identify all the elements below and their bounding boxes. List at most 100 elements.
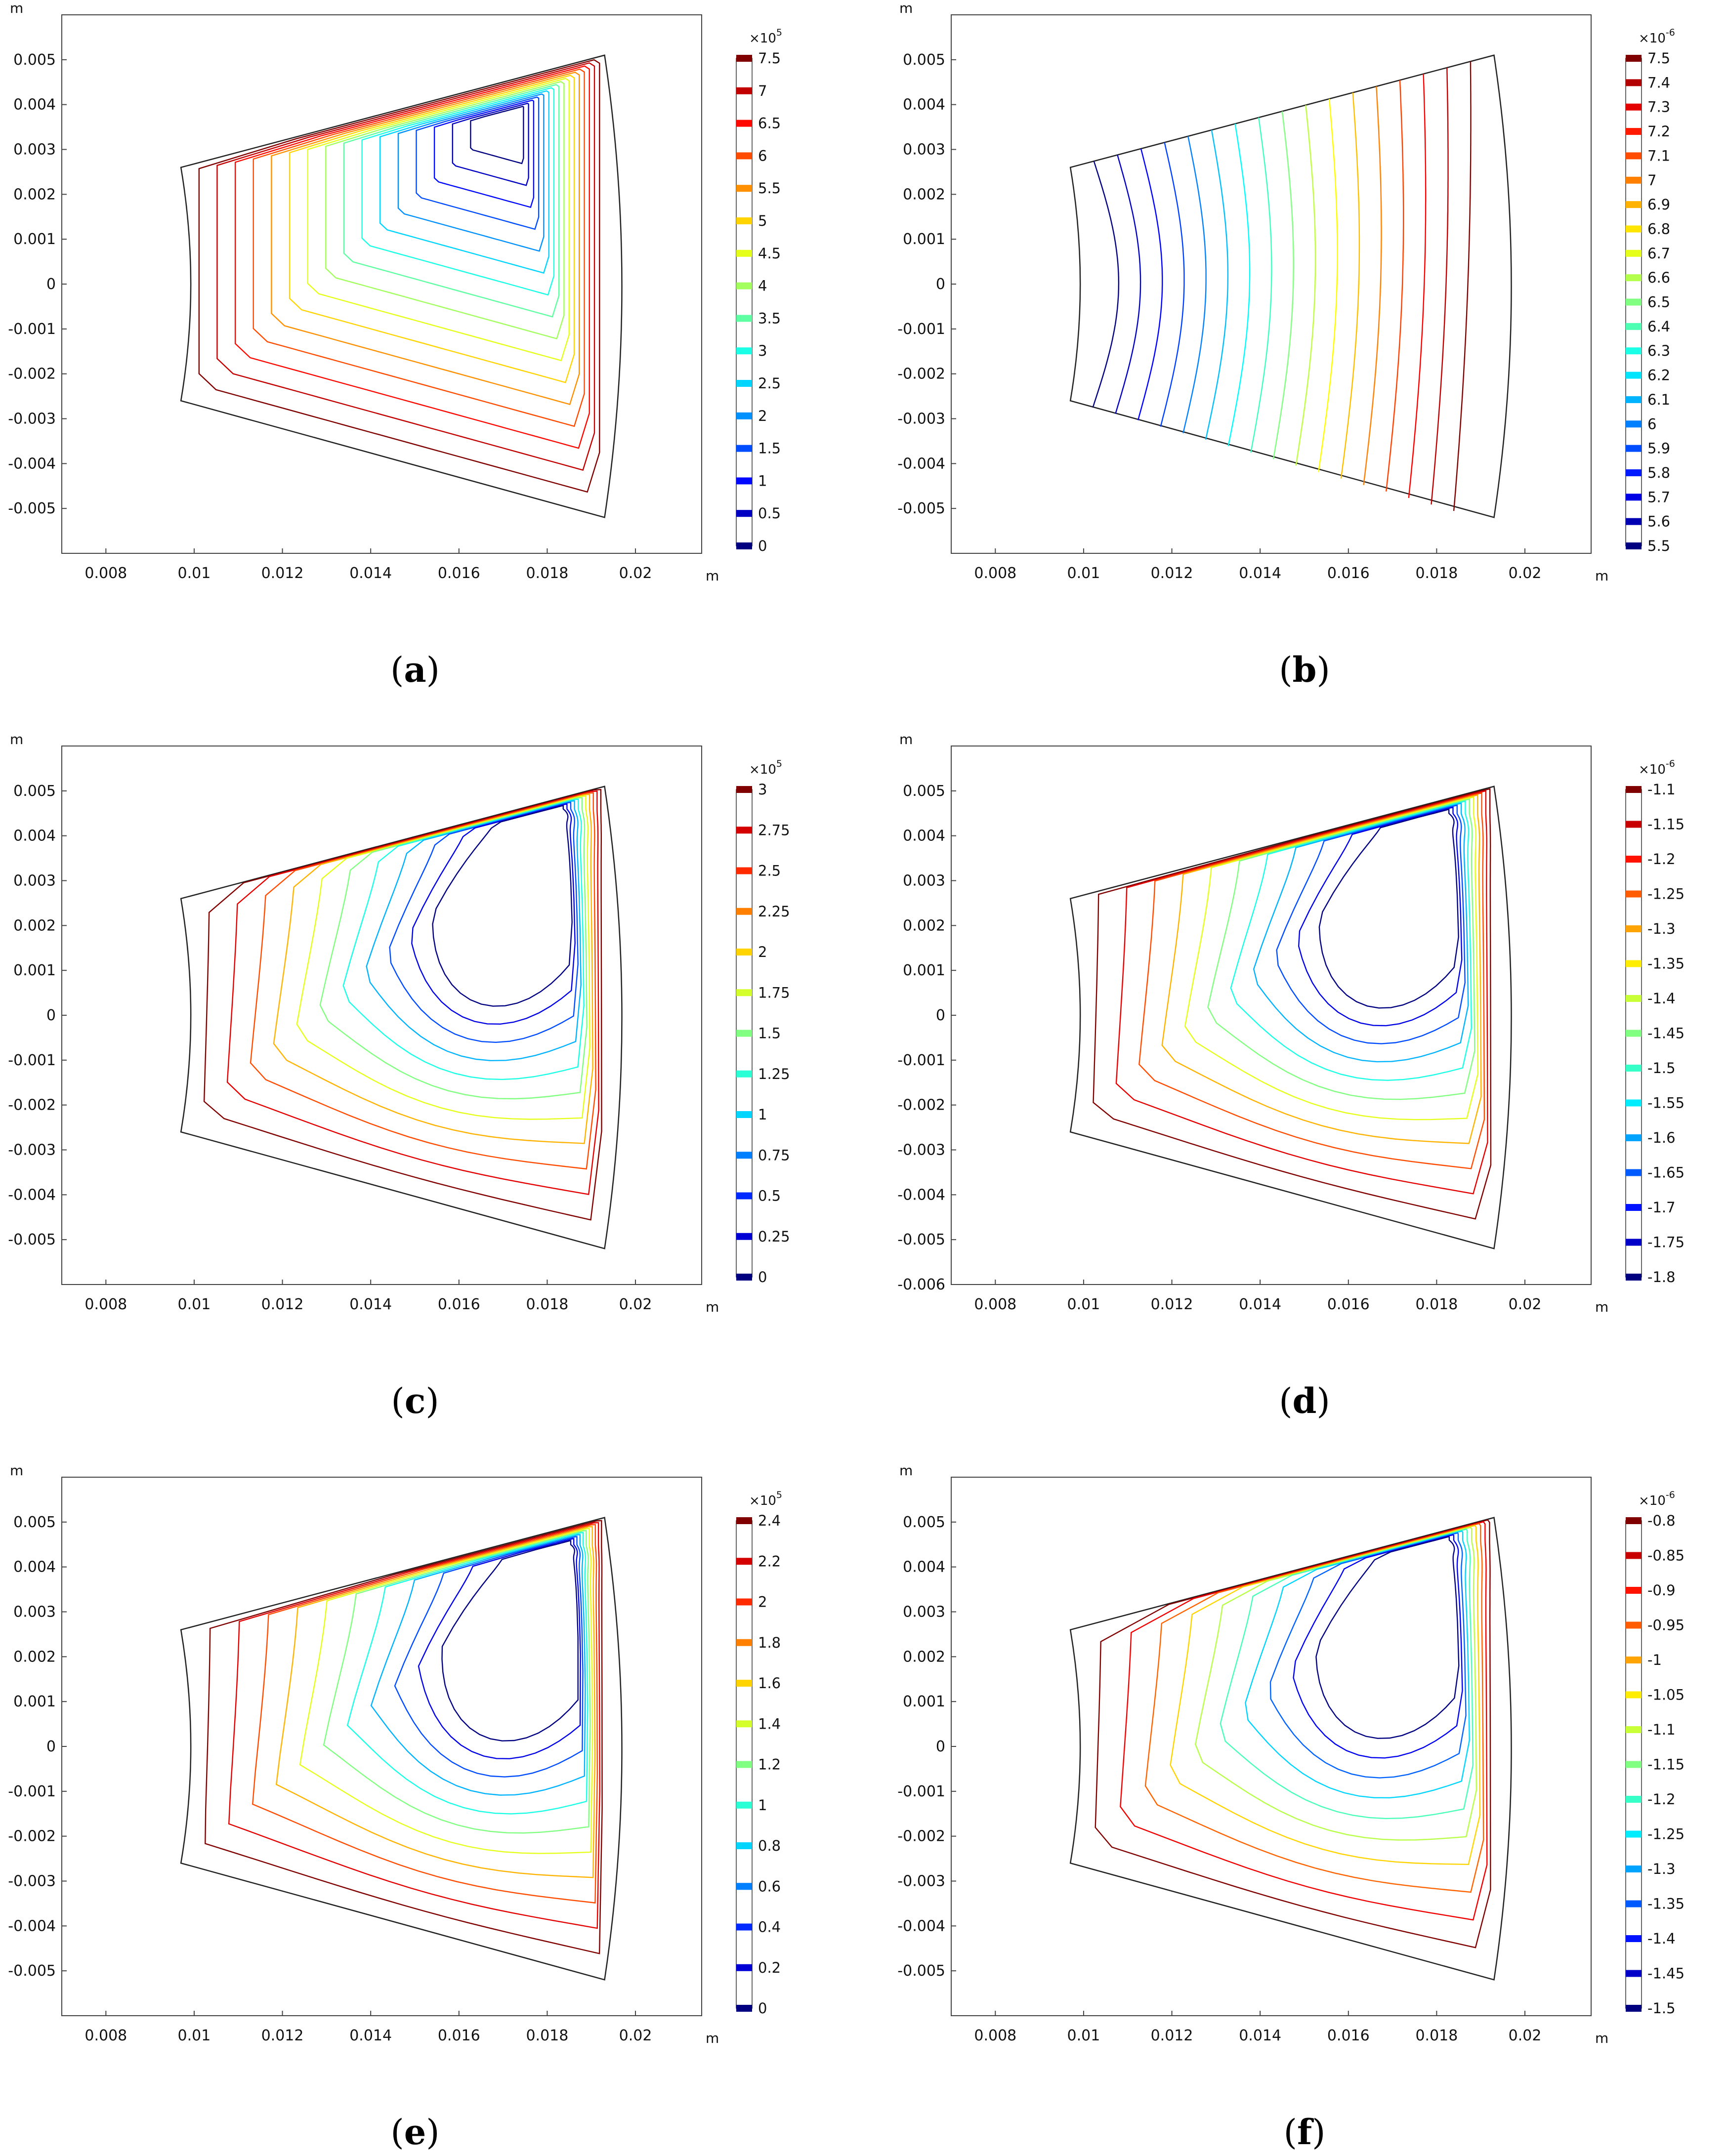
colorbar-level-label: -1.6: [1647, 1129, 1676, 1146]
y-tick-label: 0.002: [13, 917, 56, 934]
y-tick-label: -0.002: [897, 366, 945, 383]
contour-line: [234, 65, 590, 449]
colorbar-level-label: 6.3: [1647, 342, 1670, 359]
colorbar-level-label: 1: [758, 1797, 767, 1814]
panel-caption: (f): [1284, 2112, 1326, 2153]
contour-line: [1315, 1535, 1460, 1739]
y-tick-label: -0.002: [8, 366, 56, 383]
domain-outline: [1069, 786, 1512, 1249]
colorbar-level-label: -1.55: [1647, 1095, 1685, 1112]
y-unit-label: m: [899, 0, 913, 16]
contour-line: [1137, 148, 1163, 420]
colorbar-swatch: [736, 1842, 752, 1849]
colorbar-level-label: -1.5: [1647, 1060, 1676, 1077]
colorbar-swatch: [1626, 1030, 1642, 1037]
contour-line: [1453, 61, 1472, 511]
colorbar-swatch: [1626, 1587, 1642, 1594]
x-tick-label: 0.02: [1509, 1296, 1542, 1313]
colorbar-swatch: [736, 1964, 752, 1971]
colorbar-swatch: [736, 120, 752, 127]
colorbar-level-label: 1.5: [758, 1025, 781, 1042]
colorbar-level-label: -1.25: [1647, 1826, 1685, 1843]
colorbar-swatch: [1626, 1796, 1642, 1803]
colorbar-level-label: 5.6: [1647, 513, 1670, 530]
panel-caption: (c): [391, 1380, 439, 1421]
y-tick-label: 0.002: [903, 1648, 945, 1665]
caption-letter: e: [404, 2112, 426, 2153]
contour-line: [228, 1522, 600, 1929]
x-tick-label: 0.01: [1067, 2027, 1100, 2044]
colorbar-swatch: [1626, 347, 1642, 355]
domain-outline: [1069, 1517, 1512, 1981]
colorbar-swatch: [736, 1274, 752, 1281]
colorbar-swatch: [736, 282, 752, 290]
domain-outline: [180, 786, 623, 1249]
contour-line: [1092, 161, 1120, 408]
colorbar-swatch: [1626, 2005, 1642, 2012]
caption-open: (: [390, 2112, 404, 2153]
colorbar-level-label: -1.1: [1647, 1721, 1676, 1738]
colorbar-level-label: -1.75: [1647, 1234, 1685, 1251]
contour-line: [1205, 129, 1229, 440]
y-tick-label: -0.002: [8, 1097, 56, 1114]
colorbar-level-label: -1.05: [1647, 1687, 1685, 1703]
x-tick-label: 0.018: [1415, 565, 1458, 582]
colorbar-swatch: [736, 412, 752, 419]
colorbar-swatch: [736, 1761, 752, 1768]
colorbar-swatch: [736, 315, 752, 322]
colorbar-level-label: 0.2: [758, 1959, 781, 1976]
contour-line: [1120, 1521, 1488, 1921]
colorbar-swatch: [1626, 1621, 1642, 1629]
x-tick-label: 0.016: [438, 1296, 480, 1313]
contour-line: [342, 798, 585, 1080]
colorbar-swatch: [1626, 396, 1642, 403]
contour-line: [1170, 1525, 1481, 1866]
panel-caption: (a): [390, 649, 440, 690]
y-tick-label: 0.005: [903, 51, 945, 69]
panel-caption: (d): [1279, 1380, 1330, 1421]
contour-line: [441, 1540, 579, 1741]
colorbar-level-label: 2.25: [758, 903, 790, 920]
contour-line: [253, 68, 585, 427]
colorbar-swatch: [1626, 856, 1642, 863]
y-tick-label: -0.001: [8, 1783, 56, 1800]
colorbar-exponent-power: 5: [776, 758, 782, 769]
panel-caption: (e): [390, 2112, 439, 2153]
x-unit-label: m: [1595, 1299, 1608, 1315]
contour-line: [1318, 98, 1338, 472]
contour-line: [1253, 802, 1469, 1063]
x-tick-label: 0.008: [84, 565, 127, 582]
caption-open: (: [390, 650, 404, 690]
colorbar-level-label: -0.8: [1647, 1512, 1676, 1529]
y-tick-label: 0: [936, 276, 945, 293]
contour-line: [273, 793, 593, 1144]
domain-outline: [180, 54, 623, 518]
colorbar-swatch: [736, 786, 752, 793]
colorbar-level-label: 6.6: [1647, 269, 1670, 286]
contour-line: [1408, 74, 1427, 498]
colorbar-level-label: -1.3: [1647, 1861, 1676, 1877]
x-tick-label: 0.018: [1415, 2027, 1458, 2044]
x-tick-label: 0.018: [526, 1296, 568, 1313]
contour-line: [271, 72, 580, 405]
y-tick-label: 0.001: [903, 962, 945, 979]
caption-close: ): [1316, 1381, 1330, 1421]
contour-line: [1182, 136, 1207, 434]
colorbar-swatch: [1626, 420, 1642, 428]
y-unit-label: m: [10, 0, 23, 16]
colorbar-level-label: 7.5: [758, 50, 781, 67]
x-tick-label: 0.008: [974, 2027, 1016, 2044]
colorbar-level-label: 2.2: [758, 1553, 781, 1570]
colorbar-swatch: [1626, 1830, 1642, 1838]
contour-line: [1115, 790, 1488, 1195]
y-tick-label: 0.003: [903, 872, 945, 890]
caption-close: ): [426, 2112, 439, 2153]
x-tick-label: 0.02: [619, 1296, 652, 1313]
y-tick-label: 0.005: [13, 783, 56, 800]
y-tick-label: 0.001: [903, 1693, 945, 1710]
colorbar-swatch: [1626, 1204, 1642, 1211]
colorbar-level-label: -1.35: [1647, 955, 1685, 972]
contour-line: [1194, 1527, 1477, 1841]
x-tick-label: 0.008: [974, 565, 1016, 582]
colorbar-swatch: [736, 1192, 752, 1200]
